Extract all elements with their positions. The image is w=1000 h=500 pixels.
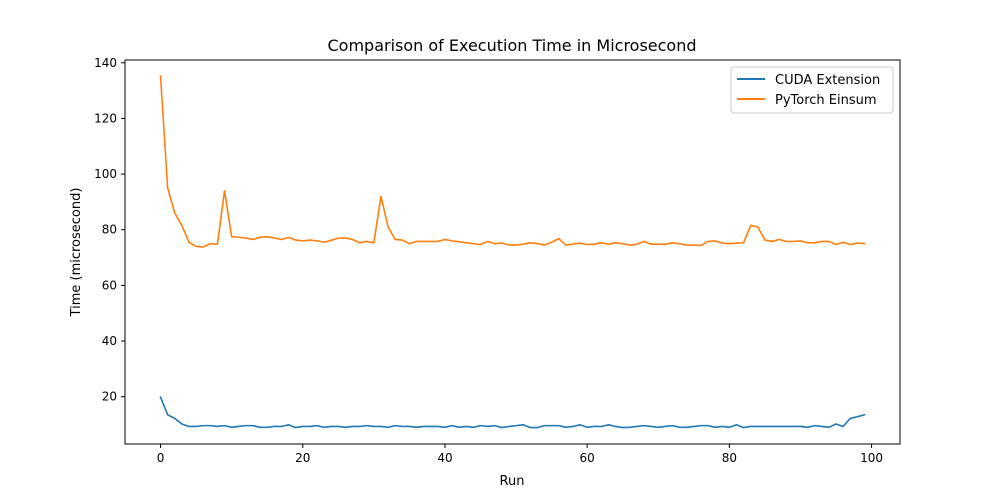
y-tick-label: 100 — [94, 167, 117, 181]
y-tick-label: 120 — [94, 111, 117, 125]
legend-label-cuda-extension: CUDA Extension — [775, 73, 880, 88]
y-axis-ticks: 20 40 60 80 100 120 140 — [94, 56, 125, 404]
x-tick-label: 0 — [157, 451, 165, 465]
legend: CUDA Extension PyTorch Einsum — [730, 66, 894, 114]
x-tick-label: 100 — [860, 451, 883, 465]
y-tick-label: 140 — [94, 56, 117, 70]
y-tick-label: 40 — [102, 334, 117, 348]
y-axis-label: Time (microsecond) — [69, 188, 84, 318]
plot-frame — [124, 59, 901, 445]
legend-box — [730, 66, 894, 114]
x-axis-ticks: 0 20 40 60 80 100 — [157, 444, 883, 465]
x-tick-label: 60 — [580, 451, 595, 465]
x-tick-label: 80 — [722, 451, 737, 465]
x-tick-label: 20 — [295, 451, 310, 465]
legend-label-pytorch-einsum: PyTorch Einsum — [775, 93, 877, 108]
chart-title: Comparison of Execution Time in Microsec… — [327, 36, 696, 55]
y-tick-label: 60 — [102, 278, 117, 292]
y-tick-label: 20 — [102, 390, 117, 404]
y-tick-label: 80 — [102, 223, 117, 237]
x-tick-label: 40 — [437, 451, 452, 465]
series-line-cuda-extension — [159, 396, 866, 429]
series-line-pytorch-einsum — [159, 75, 866, 248]
series-layer — [159, 75, 866, 429]
x-axis-label: Run — [500, 474, 525, 489]
